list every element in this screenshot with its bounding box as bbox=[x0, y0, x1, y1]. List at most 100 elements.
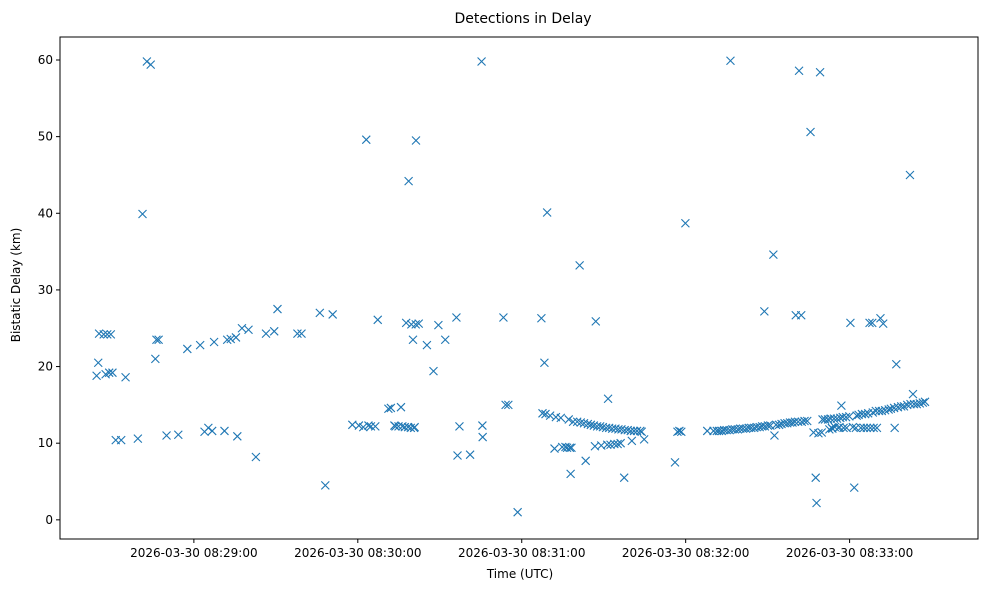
data-point bbox=[401, 318, 411, 328]
data-point bbox=[839, 423, 848, 433]
data-point bbox=[556, 413, 566, 423]
data-point bbox=[613, 439, 623, 449]
data-point bbox=[890, 423, 900, 433]
data-point-stroke bbox=[106, 329, 116, 339]
data-point bbox=[876, 313, 885, 323]
data-point-stroke bbox=[820, 415, 830, 424]
data-point-stroke bbox=[545, 411, 555, 420]
data-point-stroke bbox=[674, 426, 684, 436]
data-point bbox=[297, 329, 306, 338]
data-point bbox=[770, 431, 779, 440]
data-point bbox=[800, 416, 809, 426]
y-tick-label: 10 bbox=[38, 436, 53, 450]
data-point-stroke bbox=[173, 430, 183, 440]
data-point bbox=[674, 426, 684, 436]
data-point bbox=[891, 359, 901, 369]
data-point bbox=[108, 368, 117, 378]
data-point-stroke bbox=[596, 441, 606, 450]
chart-title: Detections in Delay bbox=[454, 11, 591, 27]
data-point-stroke bbox=[572, 417, 582, 427]
data-point-stroke bbox=[104, 368, 114, 378]
data-point-stroke bbox=[841, 412, 851, 422]
data-point-stroke bbox=[231, 333, 241, 342]
data-point-stroke bbox=[752, 422, 762, 432]
data-point bbox=[811, 473, 821, 483]
data-point-stroke bbox=[639, 434, 649, 444]
data-point-stroke bbox=[609, 439, 619, 449]
data-point bbox=[540, 358, 549, 368]
data-point bbox=[429, 366, 438, 376]
data-point-stroke bbox=[499, 313, 508, 322]
data-point-stroke bbox=[477, 57, 486, 66]
data-point bbox=[591, 316, 601, 326]
data-point-stroke bbox=[590, 441, 600, 451]
data-point bbox=[629, 426, 639, 436]
data-point bbox=[152, 335, 161, 345]
data-point-stroke bbox=[361, 135, 371, 145]
data-point-stroke bbox=[738, 424, 748, 434]
data-point-stroke bbox=[811, 473, 821, 483]
data-point bbox=[912, 399, 922, 409]
data-point-stroke bbox=[121, 372, 130, 382]
data-point-stroke bbox=[860, 409, 870, 419]
data-point-stroke bbox=[501, 400, 511, 410]
data-point bbox=[852, 411, 862, 420]
data-point-stroke bbox=[619, 473, 629, 483]
data-point-stroke bbox=[396, 402, 406, 412]
data-point bbox=[806, 127, 815, 137]
data-point bbox=[231, 333, 241, 342]
data-point bbox=[865, 318, 874, 328]
data-point-stroke bbox=[366, 421, 376, 431]
data-point-stroke bbox=[401, 318, 411, 328]
y-tick-label: 30 bbox=[38, 283, 53, 297]
data-point bbox=[627, 436, 637, 446]
data-point-stroke bbox=[542, 208, 552, 217]
data-point bbox=[595, 421, 605, 431]
data-point-stroke bbox=[827, 424, 837, 434]
data-point-stroke bbox=[562, 443, 572, 453]
data-point bbox=[478, 432, 488, 442]
data-point-stroke bbox=[550, 444, 559, 453]
data-point bbox=[790, 417, 800, 427]
data-point-stroke bbox=[876, 313, 885, 323]
data-point bbox=[150, 354, 160, 364]
data-point-stroke bbox=[207, 426, 217, 436]
x-tick-label: 2026-03-30 08:33:00 bbox=[786, 546, 913, 560]
data-point-stroke bbox=[92, 371, 101, 381]
data-point bbox=[92, 371, 101, 381]
data-point-stroke bbox=[556, 413, 566, 423]
data-point-stroke bbox=[802, 416, 812, 426]
data-point bbox=[844, 411, 854, 421]
data-point bbox=[138, 209, 147, 219]
data-point-stroke bbox=[826, 414, 836, 424]
data-point-stroke bbox=[503, 400, 513, 410]
data-point bbox=[207, 426, 217, 436]
data-point bbox=[99, 329, 109, 339]
data-point bbox=[501, 400, 511, 410]
data-point-stroke bbox=[537, 313, 546, 323]
y-tick-label: 0 bbox=[45, 513, 53, 527]
data-point-stroke bbox=[837, 401, 846, 411]
data-point bbox=[541, 409, 550, 419]
data-point bbox=[477, 57, 486, 66]
data-point-stroke bbox=[583, 419, 593, 429]
data-point-stroke bbox=[780, 418, 789, 428]
data-point-stroke bbox=[244, 325, 253, 335]
data-point bbox=[865, 423, 875, 433]
data-point-stroke bbox=[541, 409, 550, 419]
plot-frame bbox=[59, 36, 979, 540]
data-point-stroke bbox=[513, 507, 523, 517]
data-point bbox=[905, 170, 915, 180]
data-point-stroke bbox=[896, 402, 906, 411]
data-point bbox=[619, 473, 629, 483]
data-point-stroke bbox=[902, 400, 912, 410]
data-point-stroke bbox=[765, 421, 775, 430]
data-point-stroke bbox=[809, 428, 818, 437]
data-point-stroke bbox=[838, 412, 848, 422]
data-point-stroke bbox=[414, 319, 424, 329]
data-point-stroke bbox=[237, 323, 247, 333]
data-point-stroke bbox=[829, 414, 839, 424]
data-point-stroke bbox=[800, 416, 809, 426]
